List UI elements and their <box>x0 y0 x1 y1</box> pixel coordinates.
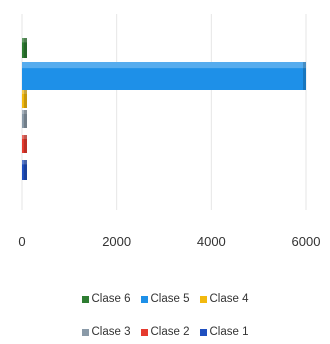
legend-row: Clase 3 Clase 2 Clase 1 <box>0 326 330 338</box>
x-tick-label: 4000 <box>197 234 226 249</box>
legend-item: Clase 6 <box>81 293 131 305</box>
legend-item: Clase 5 <box>140 293 190 305</box>
legend-item: Clase 4 <box>199 293 249 305</box>
legend-label: Clase 4 <box>209 293 249 305</box>
legend-row: Clase 6 Clase 5 Clase 4 <box>0 293 330 305</box>
legend-item: Clase 2 <box>140 326 190 338</box>
legend-item: Clase 3 <box>81 326 131 338</box>
x-tick-label: 6000 <box>292 234 321 249</box>
x-tick-label: 2000 <box>102 234 131 249</box>
legend-swatch <box>140 295 148 303</box>
legend-label: Clase 1 <box>209 326 249 338</box>
legend-swatch <box>199 295 207 303</box>
bar <box>22 90 27 108</box>
legend-label: Clase 2 <box>150 326 190 338</box>
legend-label: Clase 5 <box>150 293 190 305</box>
legend-swatch <box>199 328 207 336</box>
legend-label: Clase 3 <box>91 326 131 338</box>
bar <box>22 110 27 128</box>
x-tick-label: 0 <box>18 234 25 249</box>
bar <box>22 160 27 180</box>
bar <box>22 135 27 153</box>
legend-swatch <box>81 295 89 303</box>
bar <box>22 38 27 58</box>
bar <box>22 62 306 90</box>
legend-swatch <box>140 328 148 336</box>
legend-swatch <box>81 328 89 336</box>
legend-item: Clase 1 <box>199 326 249 338</box>
legend-label: Clase 6 <box>91 293 131 305</box>
